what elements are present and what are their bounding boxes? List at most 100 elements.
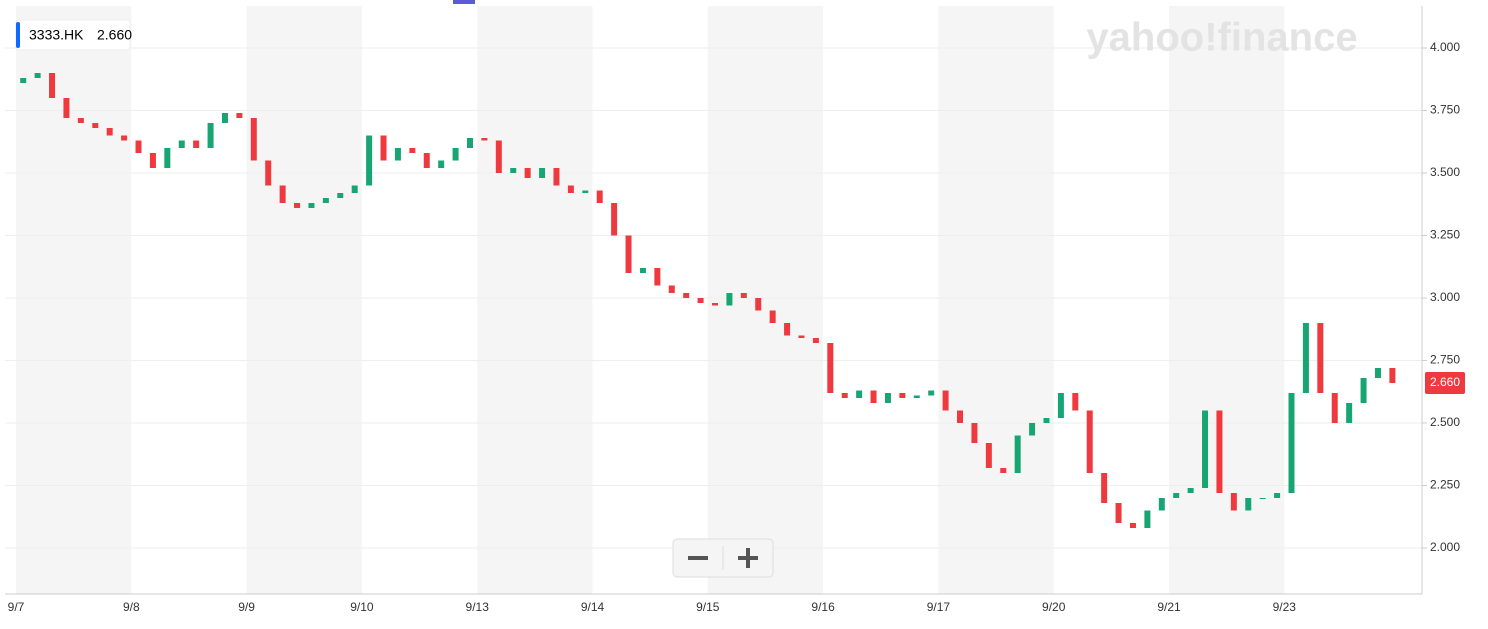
candle bbox=[250, 118, 257, 161]
y-tick-label: 2.500 bbox=[1430, 415, 1460, 429]
candle bbox=[409, 148, 416, 153]
candle bbox=[236, 113, 243, 118]
candle bbox=[625, 235, 632, 273]
candle bbox=[957, 410, 964, 423]
candle bbox=[135, 140, 142, 153]
indicator-tab bbox=[453, 0, 475, 4]
candle bbox=[654, 268, 661, 286]
candle bbox=[1043, 418, 1050, 423]
candle bbox=[1115, 503, 1122, 523]
candle bbox=[1014, 435, 1021, 473]
session-band bbox=[938, 6, 1054, 594]
y-tick-label: 4.000 bbox=[1430, 40, 1460, 54]
y-tick-label: 2.750 bbox=[1430, 353, 1460, 367]
candle bbox=[611, 203, 618, 236]
candle bbox=[870, 390, 877, 403]
candle bbox=[913, 395, 920, 398]
candle bbox=[279, 185, 286, 203]
candle bbox=[63, 98, 70, 118]
candle bbox=[1129, 523, 1136, 528]
session-band bbox=[16, 6, 132, 594]
y-tick-label: 3.750 bbox=[1430, 103, 1460, 117]
candle bbox=[20, 78, 27, 83]
x-tick-label: 9/17 bbox=[927, 600, 951, 614]
candle bbox=[1086, 410, 1093, 473]
candle bbox=[495, 140, 502, 173]
candle bbox=[942, 390, 949, 411]
candle bbox=[784, 323, 791, 336]
candle bbox=[1302, 323, 1309, 393]
candle bbox=[1317, 323, 1324, 393]
candle bbox=[77, 118, 84, 123]
x-tick-label: 9/23 bbox=[1273, 600, 1297, 614]
candle bbox=[510, 168, 517, 173]
candle bbox=[1360, 378, 1367, 403]
candle bbox=[1144, 510, 1151, 528]
candle bbox=[438, 160, 445, 168]
candle bbox=[1331, 393, 1338, 423]
candle bbox=[1029, 423, 1036, 436]
candle bbox=[481, 138, 488, 141]
x-tick-label: 9/21 bbox=[1157, 600, 1181, 614]
session-band bbox=[1169, 6, 1285, 594]
x-tick-label: 9/14 bbox=[581, 600, 605, 614]
candle bbox=[366, 135, 373, 186]
candle bbox=[466, 138, 473, 148]
candle bbox=[524, 168, 531, 178]
x-tick-label: 9/15 bbox=[696, 600, 720, 614]
candle bbox=[1202, 410, 1209, 488]
candle bbox=[92, 123, 99, 128]
candle bbox=[668, 285, 675, 293]
candle bbox=[553, 168, 560, 186]
candle bbox=[265, 160, 272, 186]
candle bbox=[164, 148, 171, 168]
candle bbox=[971, 423, 978, 443]
candle bbox=[827, 343, 834, 393]
candle bbox=[596, 190, 603, 203]
x-tick-label: 9/7 bbox=[8, 600, 25, 614]
candle bbox=[337, 193, 344, 198]
candle bbox=[1374, 368, 1381, 378]
candle bbox=[567, 185, 574, 193]
candle bbox=[1158, 498, 1165, 511]
symbol: 3333.HK bbox=[29, 27, 84, 43]
quote-marker bbox=[16, 22, 20, 48]
candle bbox=[856, 390, 863, 398]
last-price-label: 2.660 bbox=[1430, 375, 1460, 389]
watermark: yahoo!finance bbox=[1086, 16, 1357, 60]
candle bbox=[639, 268, 646, 273]
x-tick-label: 9/16 bbox=[811, 600, 835, 614]
zoom-controls[interactable] bbox=[672, 538, 774, 578]
zoom-out[interactable] bbox=[688, 556, 708, 560]
y-tick-label: 2.000 bbox=[1430, 540, 1460, 554]
y-tick-label: 3.250 bbox=[1430, 228, 1460, 242]
candle bbox=[380, 135, 387, 161]
candle bbox=[812, 338, 819, 343]
x-tick-label: 9/9 bbox=[238, 600, 255, 614]
candle bbox=[755, 298, 762, 311]
x-tick-label: 9/13 bbox=[466, 600, 490, 614]
candle bbox=[106, 128, 113, 136]
candle bbox=[769, 310, 776, 323]
candle bbox=[221, 113, 228, 123]
zoom-in[interactable] bbox=[746, 548, 750, 568]
candle bbox=[1274, 493, 1281, 498]
candle bbox=[1072, 393, 1079, 411]
session-bands bbox=[5, 6, 1422, 594]
candle bbox=[1216, 410, 1223, 493]
quote-price: 2.660 bbox=[97, 27, 132, 43]
candle bbox=[351, 185, 358, 193]
candle bbox=[322, 198, 329, 203]
y-tick-label: 2.250 bbox=[1430, 478, 1460, 492]
candle bbox=[1245, 498, 1252, 511]
session-band bbox=[246, 6, 362, 594]
candle bbox=[193, 140, 200, 148]
candle bbox=[884, 393, 891, 403]
candle bbox=[121, 135, 128, 141]
last-price-box bbox=[1425, 372, 1465, 394]
candle bbox=[798, 335, 805, 338]
candle bbox=[841, 393, 848, 398]
x-tick-label: 9/10 bbox=[350, 600, 374, 614]
